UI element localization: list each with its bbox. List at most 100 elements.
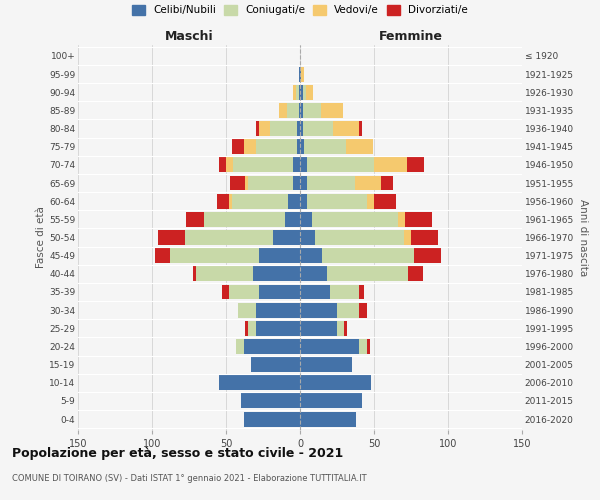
Bar bbox=[155, 248, 170, 263]
Bar bbox=[300, 158, 307, 172]
Bar bbox=[256, 121, 259, 136]
Bar bbox=[303, 103, 321, 118]
Bar bbox=[301, 66, 304, 82]
Y-axis label: Fasce di età: Fasce di età bbox=[36, 206, 46, 268]
Bar bbox=[196, 266, 253, 281]
Bar bbox=[300, 412, 356, 426]
Bar bbox=[229, 194, 232, 208]
Bar bbox=[238, 302, 256, 318]
Text: COMUNE DI TOIRANO (SV) - Dati ISTAT 1° gennaio 2021 - Elaborazione TUTTITALIA.IT: COMUNE DI TOIRANO (SV) - Dati ISTAT 1° g… bbox=[12, 474, 367, 483]
Bar bbox=[307, 158, 374, 172]
Bar bbox=[307, 176, 355, 190]
Bar bbox=[256, 302, 300, 318]
Bar bbox=[411, 230, 437, 245]
Bar bbox=[300, 212, 312, 227]
Bar bbox=[218, 376, 300, 390]
Bar bbox=[346, 140, 373, 154]
Bar bbox=[193, 266, 196, 281]
Bar bbox=[293, 158, 300, 172]
Bar bbox=[300, 302, 337, 318]
Bar bbox=[271, 121, 297, 136]
Text: Femmine: Femmine bbox=[379, 30, 443, 43]
Bar bbox=[230, 176, 245, 190]
Bar bbox=[414, 248, 440, 263]
Bar bbox=[229, 284, 259, 300]
Bar bbox=[322, 248, 414, 263]
Bar bbox=[256, 321, 300, 336]
Bar bbox=[300, 376, 371, 390]
Bar bbox=[226, 158, 233, 172]
Bar bbox=[245, 321, 248, 336]
Bar bbox=[315, 230, 404, 245]
Bar bbox=[312, 212, 398, 227]
Bar bbox=[259, 248, 300, 263]
Bar bbox=[303, 121, 332, 136]
Bar bbox=[304, 140, 346, 154]
Bar bbox=[253, 266, 300, 281]
Bar bbox=[332, 121, 359, 136]
Bar bbox=[359, 302, 367, 318]
Bar bbox=[300, 339, 359, 354]
Bar bbox=[288, 194, 300, 208]
Bar bbox=[367, 339, 370, 354]
Bar bbox=[408, 266, 423, 281]
Bar bbox=[217, 194, 229, 208]
Bar bbox=[299, 103, 300, 118]
Bar bbox=[218, 158, 226, 172]
Bar bbox=[158, 230, 185, 245]
Bar bbox=[367, 194, 374, 208]
Bar bbox=[232, 194, 288, 208]
Bar bbox=[405, 212, 432, 227]
Bar bbox=[300, 284, 329, 300]
Bar bbox=[248, 321, 256, 336]
Bar bbox=[300, 103, 303, 118]
Y-axis label: Anni di nascita: Anni di nascita bbox=[578, 199, 588, 276]
Bar bbox=[296, 85, 299, 100]
Bar bbox=[279, 103, 287, 118]
Bar bbox=[248, 176, 293, 190]
Bar bbox=[300, 85, 303, 100]
Bar bbox=[359, 339, 367, 354]
Bar bbox=[300, 266, 326, 281]
Bar bbox=[300, 140, 304, 154]
Bar bbox=[293, 176, 300, 190]
Bar bbox=[300, 230, 315, 245]
Bar bbox=[244, 412, 300, 426]
Bar bbox=[300, 394, 362, 408]
Bar bbox=[321, 103, 343, 118]
Bar bbox=[329, 284, 359, 300]
Bar bbox=[300, 121, 303, 136]
Bar bbox=[300, 248, 322, 263]
Bar bbox=[307, 194, 367, 208]
Text: Popolazione per età, sesso e stato civile - 2021: Popolazione per età, sesso e stato civil… bbox=[12, 448, 343, 460]
Legend: Celibi/Nubili, Coniugati/e, Vedovi/e, Divorziati/e: Celibi/Nubili, Coniugati/e, Vedovi/e, Di… bbox=[132, 5, 468, 15]
Bar bbox=[344, 321, 347, 336]
Bar bbox=[300, 66, 301, 82]
Bar bbox=[293, 85, 296, 100]
Bar bbox=[404, 230, 411, 245]
Bar bbox=[244, 339, 300, 354]
Bar bbox=[259, 121, 271, 136]
Bar bbox=[259, 284, 300, 300]
Bar bbox=[241, 394, 300, 408]
Bar bbox=[256, 140, 297, 154]
Bar bbox=[221, 284, 229, 300]
Bar bbox=[355, 176, 382, 190]
Bar bbox=[382, 176, 393, 190]
Bar bbox=[300, 176, 307, 190]
Bar bbox=[337, 321, 344, 336]
Bar bbox=[326, 266, 408, 281]
Bar bbox=[274, 230, 300, 245]
Bar bbox=[300, 321, 337, 336]
Bar bbox=[245, 176, 248, 190]
Bar bbox=[299, 85, 300, 100]
Bar bbox=[337, 302, 359, 318]
Bar bbox=[299, 66, 300, 82]
Bar bbox=[297, 121, 300, 136]
Bar bbox=[359, 284, 364, 300]
Bar bbox=[306, 85, 313, 100]
Bar bbox=[374, 158, 407, 172]
Bar bbox=[374, 194, 396, 208]
Bar bbox=[204, 212, 285, 227]
Bar bbox=[232, 140, 244, 154]
